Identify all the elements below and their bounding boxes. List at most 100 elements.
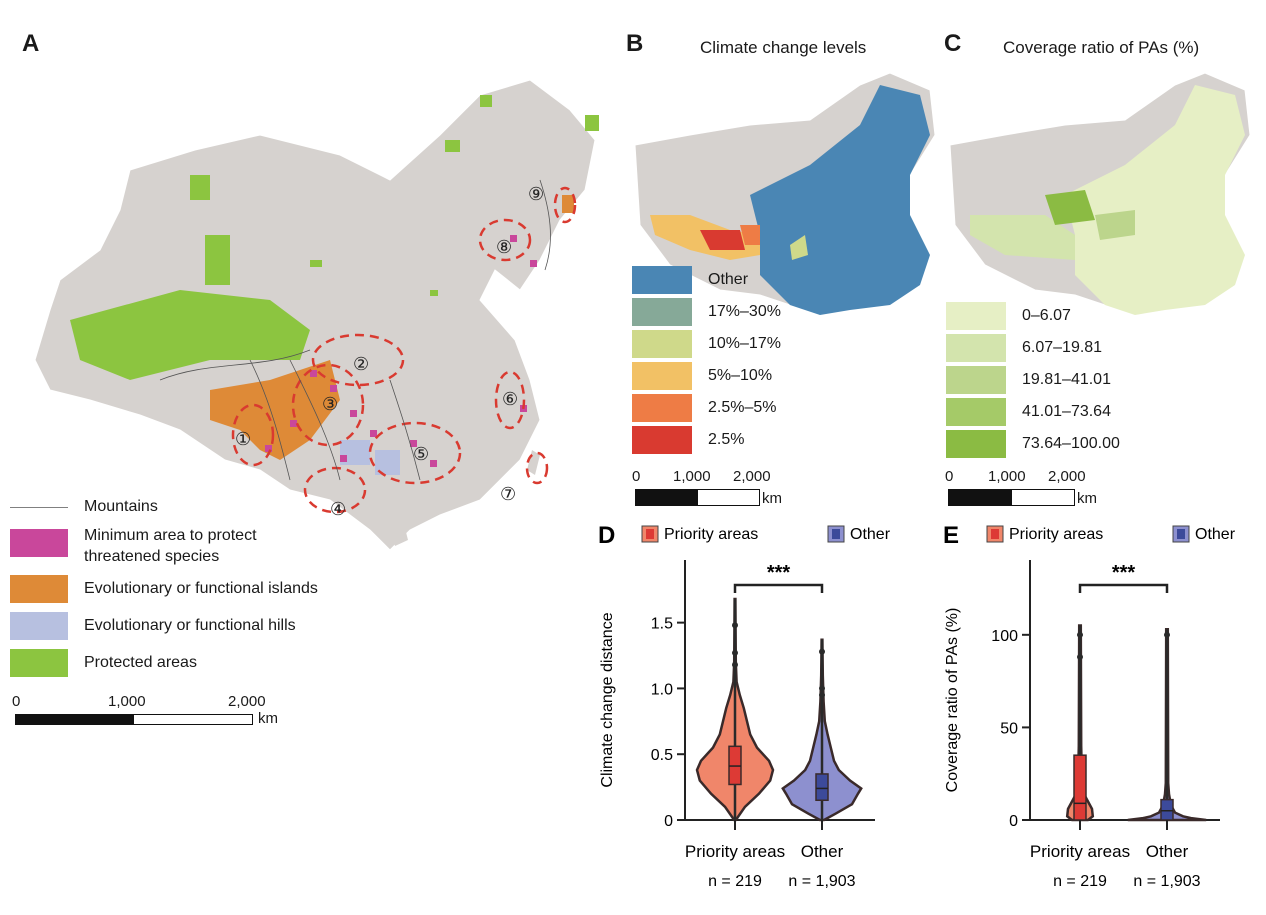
- scalebar-b-tick-0: 0: [632, 468, 641, 485]
- x-tick-label: Other: [1146, 842, 1189, 861]
- evolutionary-hills: [340, 440, 400, 475]
- swatch-b-1: [632, 298, 692, 326]
- outlier-point: [1077, 631, 1083, 638]
- region-labels: ① ② ③ ④ ⑤ ⑥ ⑦ ⑧ ⑨: [235, 184, 544, 519]
- mountain-lines: [159, 179, 551, 481]
- scalebar-a-bar: [15, 714, 253, 725]
- region-label-9: ⑨: [528, 184, 544, 204]
- violin-chart-e: E Priority areas Other 0 50 100 Coverage ratio…: [943, 522, 1236, 890]
- scalebar-a-tick-2: 2,000: [228, 693, 266, 710]
- legend-box-icon-0: [991, 529, 999, 539]
- region-label-4: ④: [330, 499, 346, 519]
- y-tick-label: 0.5: [651, 747, 673, 764]
- swatch-b-3: [632, 362, 692, 390]
- box-1: [815, 773, 829, 802]
- legend-label-1: Other: [1195, 526, 1236, 543]
- outlier-point: [1164, 631, 1170, 638]
- x-tick-label: Priority areas: [685, 842, 785, 861]
- swatch-c-1: [946, 334, 1006, 362]
- swatch-b-5: [632, 426, 692, 454]
- panel-letter: D: [598, 522, 615, 549]
- legend-c-3: 41.01–73.64: [946, 398, 1111, 426]
- panel-b-letter: B: [626, 30, 644, 57]
- legend-b-3: 5%–10%: [632, 362, 772, 390]
- legend-b-4: 2.5%–5%: [632, 394, 777, 422]
- scalebar-a-tick-1: 1,000: [108, 693, 146, 710]
- scalebar-a-unit: km: [258, 710, 278, 727]
- y-axis-label: Climate change distance: [599, 612, 616, 787]
- taiwan-island: [527, 450, 540, 475]
- panel-a-map: ① ② ③ ④ ⑤ ⑥ ⑦ ⑧ ⑨: [34, 79, 599, 551]
- protected-areas: [70, 95, 599, 380]
- swatch-min-area: [10, 529, 68, 557]
- scalebar-c-tick-2: 2,000: [1048, 468, 1086, 485]
- x-tick-label: Priority areas: [1030, 842, 1130, 861]
- region-label-1: ①: [235, 429, 251, 449]
- legend-b-0: Other: [632, 266, 748, 294]
- legend-b-1: 17%–30%: [632, 298, 781, 326]
- scalebar-c-tick-0: 0: [945, 468, 954, 485]
- swatch-islands: [10, 575, 68, 603]
- scalebar-c-unit: km: [1077, 490, 1097, 507]
- legend-c-0: 0–6.07: [946, 302, 1071, 330]
- panel-c-letter: C: [944, 30, 962, 57]
- swatch-b-2: [632, 330, 692, 358]
- significance-label: ***: [1112, 562, 1136, 584]
- legend-label-0: Priority areas: [1009, 526, 1103, 543]
- outlier-point: [732, 649, 738, 656]
- scalebar-b-tick-1: 1,000: [673, 468, 711, 485]
- legend-box-icon-0: [646, 529, 654, 539]
- y-tick-label: 1.0: [651, 681, 673, 698]
- scalebar-b-bar: [635, 489, 760, 506]
- china-landmass: [34, 79, 596, 551]
- swatch-b-0: [632, 266, 692, 294]
- panel-b-map: [634, 72, 936, 316]
- legend-label-0: Priority areas: [664, 526, 758, 543]
- outlier-point: [732, 622, 738, 629]
- scalebar-c-tick-1: 1,000: [988, 468, 1026, 485]
- swatch-hills: [10, 612, 68, 640]
- swatch-c-3: [946, 398, 1006, 426]
- region-label-5: ⑤: [413, 444, 429, 464]
- y-tick-label: 1.5: [651, 616, 673, 633]
- y-tick-label: 50: [1000, 720, 1018, 737]
- legend-box-icon-1: [1177, 529, 1185, 539]
- swatch-c-4: [946, 430, 1006, 458]
- panel-b-title: Climate change levels: [700, 38, 867, 57]
- scalebar-b-tick-2: 2,000: [733, 468, 771, 485]
- priority-region-outlines: [231, 186, 577, 514]
- region-label-6: ⑥: [502, 389, 518, 409]
- mountain-line-icon: [10, 506, 68, 508]
- region-label-7: ⑦: [500, 484, 516, 504]
- legend-islands: Evolutionary or functional islands: [10, 575, 318, 603]
- n-label: n = 219: [1053, 873, 1107, 890]
- swatch-protected: [10, 649, 68, 677]
- legend-min-area: Minimum area to protect threatened speci…: [10, 525, 257, 567]
- box-1: [1160, 798, 1174, 821]
- legend-box-icon-1: [832, 529, 840, 539]
- outlier-point: [819, 685, 825, 692]
- outlier-point: [732, 661, 738, 668]
- n-label: n = 219: [708, 873, 762, 890]
- legend-b-5: 2.5%: [632, 426, 744, 454]
- scalebar-a-tick-0: 0: [12, 693, 21, 710]
- y-tick-label: 0: [664, 813, 673, 830]
- significance-label: ***: [767, 562, 791, 584]
- hainan-island: [390, 528, 408, 546]
- swatch-b-4: [632, 394, 692, 422]
- legend-c-2: 19.81–41.01: [946, 366, 1111, 394]
- panel-c-title: Coverage ratio of PAs (%): [1003, 38, 1200, 57]
- outlier-point: [819, 692, 825, 698]
- panel-c-map: [949, 72, 1251, 316]
- y-tick-label: 0: [1009, 813, 1018, 830]
- legend-b-2: 10%–17%: [632, 330, 781, 358]
- legend-c-4: 73.64–100.00: [946, 430, 1120, 458]
- y-axis-label: Coverage ratio of PAs (%): [944, 608, 961, 793]
- panel-letter: E: [943, 522, 959, 549]
- n-label: n = 1,903: [1133, 873, 1200, 890]
- scalebar-b-unit: km: [762, 490, 782, 507]
- x-tick-label: Other: [801, 842, 844, 861]
- region-label-2: ②: [353, 354, 369, 374]
- outlier-point: [819, 648, 825, 655]
- swatch-c-0: [946, 302, 1006, 330]
